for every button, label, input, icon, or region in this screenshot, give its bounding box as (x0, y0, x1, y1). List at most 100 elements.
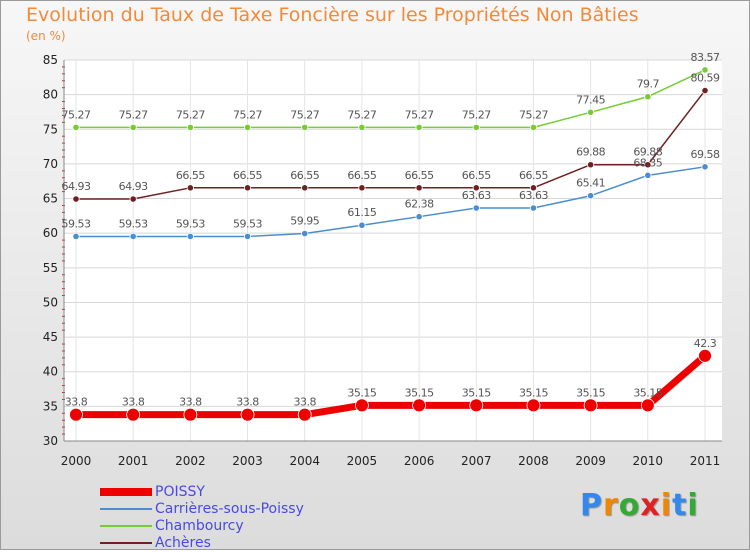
data-point (129, 195, 137, 203)
data-point (587, 108, 595, 116)
data-point (243, 123, 252, 132)
x-tick-label: 2011 (690, 454, 721, 468)
data-label: 33.8 (122, 396, 145, 409)
data-point (358, 184, 366, 192)
data-point (472, 184, 480, 192)
data-label: 77.45 (576, 93, 605, 106)
logo-letter: x (640, 488, 661, 523)
y-tick-label: 80 (43, 88, 58, 102)
y-tick-label: 65 (43, 192, 58, 206)
data-point (701, 163, 709, 171)
data-point (301, 229, 309, 238)
legend-swatch (100, 542, 152, 544)
logo-letter: i (687, 488, 699, 523)
data-label: 59.53 (233, 217, 262, 230)
legend-label: Carrières-sous-Poissy (155, 501, 304, 517)
y-tick-label: 70 (43, 157, 58, 171)
data-point (640, 398, 655, 413)
series-line (76, 69, 706, 129)
data-point (644, 161, 652, 169)
data-label: 64.93 (119, 180, 148, 193)
data-label: 33.8 (293, 396, 316, 409)
plot-area (64, 60, 722, 441)
data-label: 75.27 (119, 108, 148, 121)
data-label: 83.57 (691, 51, 720, 64)
data-point (358, 221, 366, 229)
y-tick-label: 45 (43, 330, 58, 344)
data-point (644, 93, 652, 101)
data-label: 79.7 (637, 78, 660, 91)
data-label: 80.59 (691, 72, 720, 85)
data-point (529, 184, 538, 192)
data-point (186, 232, 194, 241)
chart-title: Evolution du Taux de Taxe Foncière sur l… (26, 4, 639, 26)
y-tick-label: 60 (43, 226, 58, 240)
data-label: 75.27 (290, 108, 319, 121)
data-label: 75.27 (176, 108, 205, 121)
data-point (644, 171, 652, 179)
data-point (72, 123, 80, 132)
data-point (529, 204, 538, 212)
y-tick-label: 35 (43, 399, 58, 413)
legend-label: Chambourcy (155, 518, 244, 534)
legend-label: Achères (155, 535, 211, 551)
series-line (76, 353, 708, 419)
data-label: 61.15 (347, 206, 376, 219)
logo-letter: o (618, 488, 641, 523)
y-tick-label: 55 (43, 261, 58, 275)
data-point (72, 232, 80, 241)
data-point (698, 348, 712, 363)
x-tick-label: 2000 (61, 454, 92, 468)
data-label: 66.55 (462, 169, 491, 182)
data-point (243, 232, 252, 241)
data-label: 69.88 (633, 146, 662, 159)
logo-letter: r (603, 488, 619, 523)
data-point (126, 407, 141, 422)
x-tick-label: 2006 (404, 454, 435, 468)
data-point (301, 123, 309, 132)
data-point (587, 161, 595, 169)
data-label: 75.27 (462, 108, 491, 121)
legend-swatch (100, 488, 152, 496)
data-label: 69.58 (691, 148, 720, 161)
x-tick-label: 2009 (575, 454, 606, 468)
data-label: 63.63 (462, 189, 491, 202)
data-point (72, 195, 80, 203)
data-point (415, 184, 423, 192)
data-label: 35.15 (633, 386, 662, 399)
data-label: 75.27 (233, 108, 262, 121)
x-tick-label: 2003 (232, 454, 263, 468)
data-point (186, 123, 194, 132)
data-label: 75.27 (62, 108, 91, 121)
data-point (301, 184, 309, 192)
data-label: 33.8 (236, 396, 259, 409)
data-label: 65.41 (576, 177, 605, 190)
data-label: 33.8 (65, 396, 88, 409)
y-tick-label: 30 (43, 434, 58, 448)
x-tick-label: 2001 (118, 454, 149, 468)
logo-letter: t (672, 488, 688, 523)
data-label: 35.15 (462, 386, 491, 399)
series-line (76, 90, 706, 200)
y-tick-label: 75 (43, 122, 58, 136)
data-label: 59.53 (176, 217, 205, 230)
data-point (355, 398, 369, 413)
data-point (129, 232, 137, 241)
legend-swatch (100, 525, 152, 527)
data-point (415, 123, 423, 132)
data-label: 75.27 (405, 108, 434, 121)
legend-label: POISSY (155, 484, 205, 500)
data-label: 66.55 (176, 169, 205, 182)
logo-letter: i (660, 488, 673, 523)
proxiti-logo: Proxiti (580, 488, 699, 523)
data-label: 35.15 (347, 386, 376, 399)
data-label: 35.15 (576, 386, 605, 399)
data-point (587, 192, 595, 200)
data-point (243, 184, 252, 192)
x-tick-label: 2002 (175, 454, 206, 468)
data-label: 66.55 (405, 169, 434, 182)
data-label: 66.55 (233, 169, 262, 182)
line-chart: 30 35 40 45 50 55 60 65 70 75 80 85 2000 2001 2002 2003… (43, 51, 722, 468)
chart-unit-label: (en %) (26, 29, 66, 43)
data-label: 66.55 (519, 169, 548, 182)
